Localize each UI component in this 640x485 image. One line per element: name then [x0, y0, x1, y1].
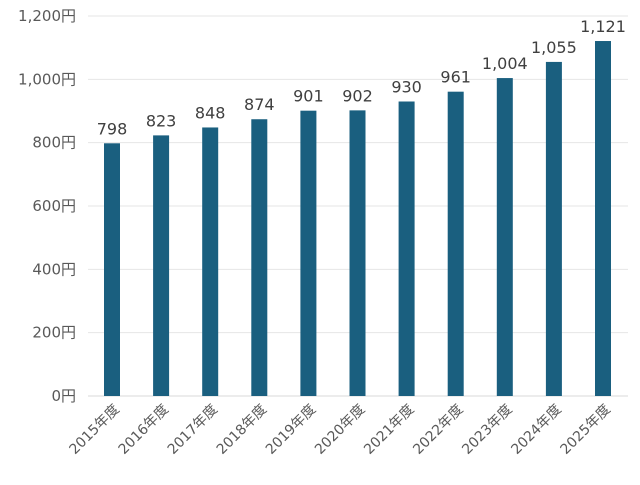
x-tick-label: 2025年度 [558, 402, 614, 458]
y-tick-label: 200円 [32, 324, 76, 342]
bar [447, 91, 464, 396]
bar-value-label: 1,055 [531, 38, 577, 57]
bar [545, 61, 562, 397]
y-tick-label: 1,000円 [18, 70, 76, 88]
bar [496, 78, 513, 397]
y-axis: 0円 200円 400円 600円 800円 1,000円 1,200円 [18, 7, 76, 405]
bar [595, 41, 611, 397]
x-tick-label: 2018年度 [214, 402, 270, 458]
bar [251, 119, 268, 396]
bar [300, 110, 317, 396]
bar [398, 101, 415, 396]
bar-value-label: 1,121 [580, 17, 626, 36]
y-tick-label: 0円 [51, 387, 76, 405]
y-tick-label: 400円 [32, 260, 76, 278]
bar-value-label: 961 [440, 68, 471, 87]
bar-value-label: 798 [97, 119, 128, 138]
x-tick-label: 2016年度 [116, 402, 172, 458]
y-tick-label: 1,200円 [18, 7, 76, 25]
x-tick-label: 2020年度 [312, 402, 368, 458]
bar [153, 135, 170, 396]
bars [104, 41, 611, 397]
bar [202, 127, 219, 396]
bar-value-label: 1,004 [482, 54, 528, 73]
x-tick-label: 2019年度 [263, 402, 319, 458]
x-tick-label: 2022年度 [410, 402, 466, 458]
x-tick-label: 2023年度 [459, 402, 515, 458]
x-tick-label: 2017年度 [165, 402, 221, 458]
x-tick-label: 2021年度 [361, 402, 417, 458]
x-tick-label: 2024年度 [508, 402, 564, 458]
bar [349, 110, 366, 396]
bar-value-label: 823 [146, 111, 177, 130]
bar-value-label: 902 [342, 86, 373, 105]
bar-value-label: 874 [244, 95, 275, 114]
x-axis: 2015年度2016年度2017年度2018年度2019年度2020年度2021… [67, 402, 614, 458]
y-tick-label: 600円 [32, 197, 76, 215]
bar [104, 143, 120, 396]
y-tick-label: 800円 [32, 134, 76, 152]
bar-value-label: 901 [293, 87, 324, 106]
x-tick-label: 2015年度 [67, 402, 123, 458]
bar-value-label: 848 [195, 103, 226, 122]
bar-value-label: 930 [391, 78, 422, 97]
